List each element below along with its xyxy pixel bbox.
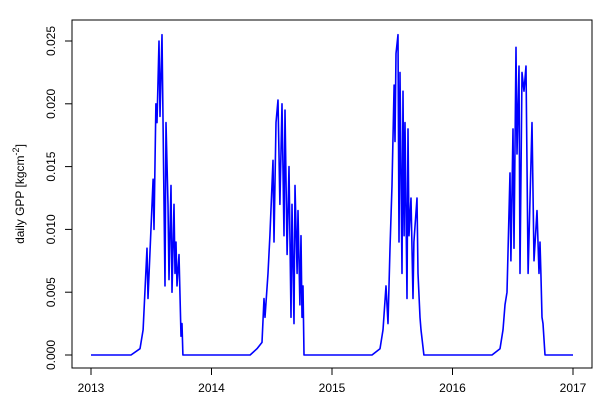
y-tick-label: 0.015: [44, 151, 58, 181]
y-tick-label: 0.010: [44, 214, 58, 244]
y-tick-label: 0.025: [44, 26, 58, 56]
x-tick-label: 2013: [78, 381, 105, 395]
y-axis-label-superscript: -2: [11, 147, 21, 155]
x-tick-label: 2014: [198, 381, 225, 395]
y-tick-label: 0.000: [44, 340, 58, 370]
y-axis-label-main: daily GPP [kgcm: [13, 155, 27, 243]
series-group: [91, 33, 573, 356]
y-axis: 0.000 0.005 0.010 0.015 0.020 0.025: [44, 26, 73, 370]
x-tick-label: 2016: [439, 381, 466, 395]
y-tick-label: 0.020: [44, 88, 58, 118]
y-axis-label-end: ]: [13, 144, 27, 147]
y-tick-label: 0.005: [44, 277, 58, 307]
x-tick-label: 2015: [319, 381, 346, 395]
x-tick-label: 2017: [560, 381, 587, 395]
x-axis: 2013 2014 2015 2016 2017: [78, 367, 587, 395]
y-axis-label: daily GPP [kgcm-2]: [11, 144, 27, 244]
gpp-series-line: [91, 33, 573, 356]
